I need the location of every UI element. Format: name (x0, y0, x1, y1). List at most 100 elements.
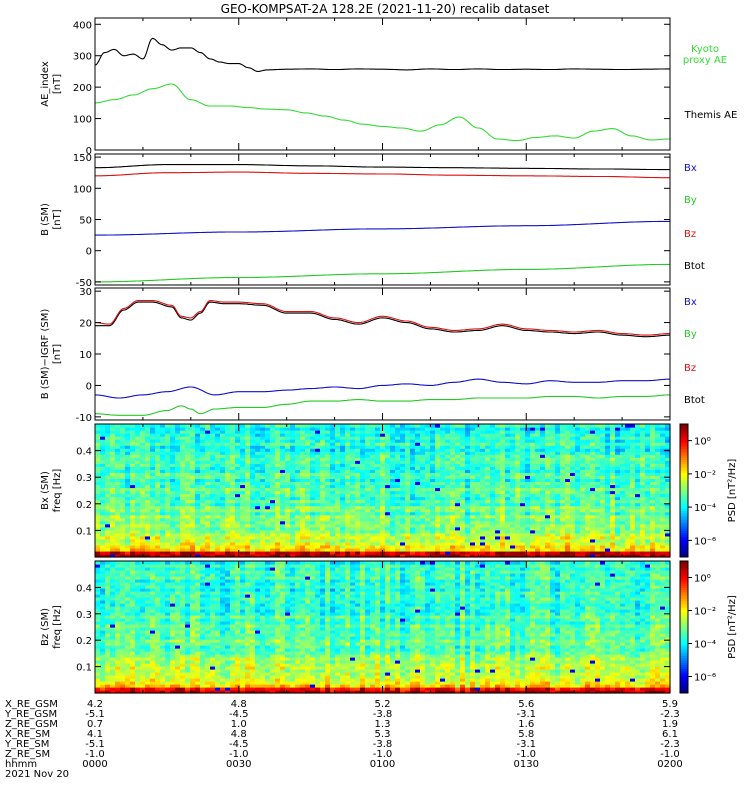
spectrogram-cell (655, 439, 661, 443)
spectrogram-cell (260, 457, 266, 461)
y-axis-label: [nT] (52, 209, 63, 229)
spectrogram-cell (665, 499, 671, 504)
spectrogram-cell (150, 502, 156, 507)
spectrogram-cell (490, 463, 496, 467)
spectrogram-cell (480, 481, 486, 486)
spectrogram-cell (120, 526, 126, 531)
spectrogram-cell (185, 457, 191, 461)
spectrogram-cell (430, 484, 436, 489)
spectrogram-cell (190, 532, 196, 537)
spectrogram-cell (155, 544, 161, 549)
spectrogram-cell (125, 514, 131, 519)
spectrogram-cell (480, 550, 486, 555)
spectrogram-cell (285, 463, 291, 467)
spectrogram-cell (305, 514, 311, 519)
spectrogram-cell (610, 451, 616, 455)
spectrogram-cell (230, 514, 236, 519)
spectrogram-cell (590, 532, 596, 537)
spectrogram-cell (125, 469, 131, 473)
spectrogram-cell (635, 499, 641, 504)
spectrogram-cell (265, 481, 271, 486)
spectrogram-cell (275, 454, 281, 458)
spectrogram-cell (365, 451, 371, 455)
spectrogram-cell (660, 550, 666, 555)
spectrogram-cell (135, 550, 141, 555)
spectrogram-cell (250, 535, 256, 540)
spectrogram-cell (655, 496, 661, 501)
spectrogram-cell (275, 493, 281, 498)
spectrogram-cell (115, 436, 121, 440)
spectrogram-cell (200, 496, 206, 501)
spectrogram-cell (645, 445, 651, 449)
spectrogram-cell (645, 544, 651, 549)
spectrogram-cell (320, 454, 326, 458)
spectrogram-cell (580, 430, 586, 434)
spectrogram-cell (120, 493, 126, 498)
spectrogram-cell (100, 460, 106, 464)
spectrogram-cell (215, 487, 221, 492)
spectrogram-cell (505, 550, 511, 555)
spectrogram-cell (350, 520, 356, 525)
spectrogram-cell (455, 499, 461, 504)
spectrogram-cell (285, 544, 291, 549)
spectrogram-cell (260, 496, 266, 501)
spectrogram-cell (480, 544, 486, 549)
spectrogram-cell (355, 439, 361, 443)
spectrogram-cell (600, 463, 606, 467)
spectrogram-cell (100, 439, 106, 443)
spectrogram-cell (355, 514, 361, 519)
spectrogram-cell (490, 439, 496, 443)
spectrogram-cell (180, 481, 186, 486)
spectrogram-cell (525, 451, 531, 455)
spectrogram-cell (255, 520, 261, 525)
spectrogram-cell (260, 529, 266, 534)
spectrogram-cell (155, 502, 161, 507)
spectrogram-cell (540, 460, 546, 464)
spectrogram-cell (650, 538, 656, 543)
spectrogram-cell (440, 541, 446, 546)
spectrogram-cell (575, 481, 581, 486)
spectrogram-cell (380, 484, 386, 489)
spectrogram-cell (205, 466, 211, 470)
spectrogram-cell (580, 490, 586, 495)
spectrogram-cell (175, 535, 181, 540)
spectrogram-cell (235, 523, 241, 528)
spectrogram-cell (525, 496, 531, 501)
spectrogram-cell (125, 448, 131, 452)
spectrogram-cell (410, 541, 416, 546)
spectrogram-cell (375, 442, 381, 446)
spectrogram-cell (205, 544, 211, 549)
spectrogram-cell (150, 553, 156, 558)
spectrogram-cell (510, 538, 516, 543)
spectrogram-cell (565, 436, 571, 440)
spectrogram-cell (565, 478, 571, 483)
spectrogram-cell (580, 463, 586, 467)
spectrogram-cell (600, 553, 606, 558)
spectrogram-cell (530, 433, 536, 437)
spectrogram-cell (495, 505, 501, 510)
spectrogram-cell (250, 463, 256, 467)
spectrogram-cell (485, 436, 491, 440)
spectrogram-cell (255, 502, 261, 507)
spectrogram-cell (565, 481, 571, 486)
spectrogram-cell (640, 448, 646, 452)
spectrogram-cell (365, 481, 371, 486)
spectrogram-cell (165, 487, 171, 492)
spectrogram-cell (565, 442, 571, 446)
spectrogram-cell (555, 439, 561, 443)
spectrogram-cell (490, 460, 496, 464)
spectrogram-cell (145, 460, 151, 464)
spectrogram-cell (625, 541, 631, 546)
spectrogram-cell (145, 436, 151, 440)
spectrogram-cell (570, 508, 576, 513)
spectrogram-cell (435, 541, 441, 546)
spectrogram-cell (315, 460, 321, 464)
spectrogram-cell (160, 520, 166, 525)
spectrogram-cell (145, 547, 151, 552)
spectrogram-cell (245, 526, 251, 531)
spectrogram-cell (540, 508, 546, 513)
spectrogram-cell (650, 436, 656, 440)
spectrogram-cell (620, 436, 626, 440)
spectrogram-cell (255, 511, 261, 516)
spectrogram-cell (625, 451, 631, 455)
